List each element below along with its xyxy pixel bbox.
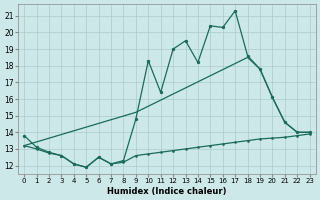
X-axis label: Humidex (Indice chaleur): Humidex (Indice chaleur) (107, 187, 227, 196)
